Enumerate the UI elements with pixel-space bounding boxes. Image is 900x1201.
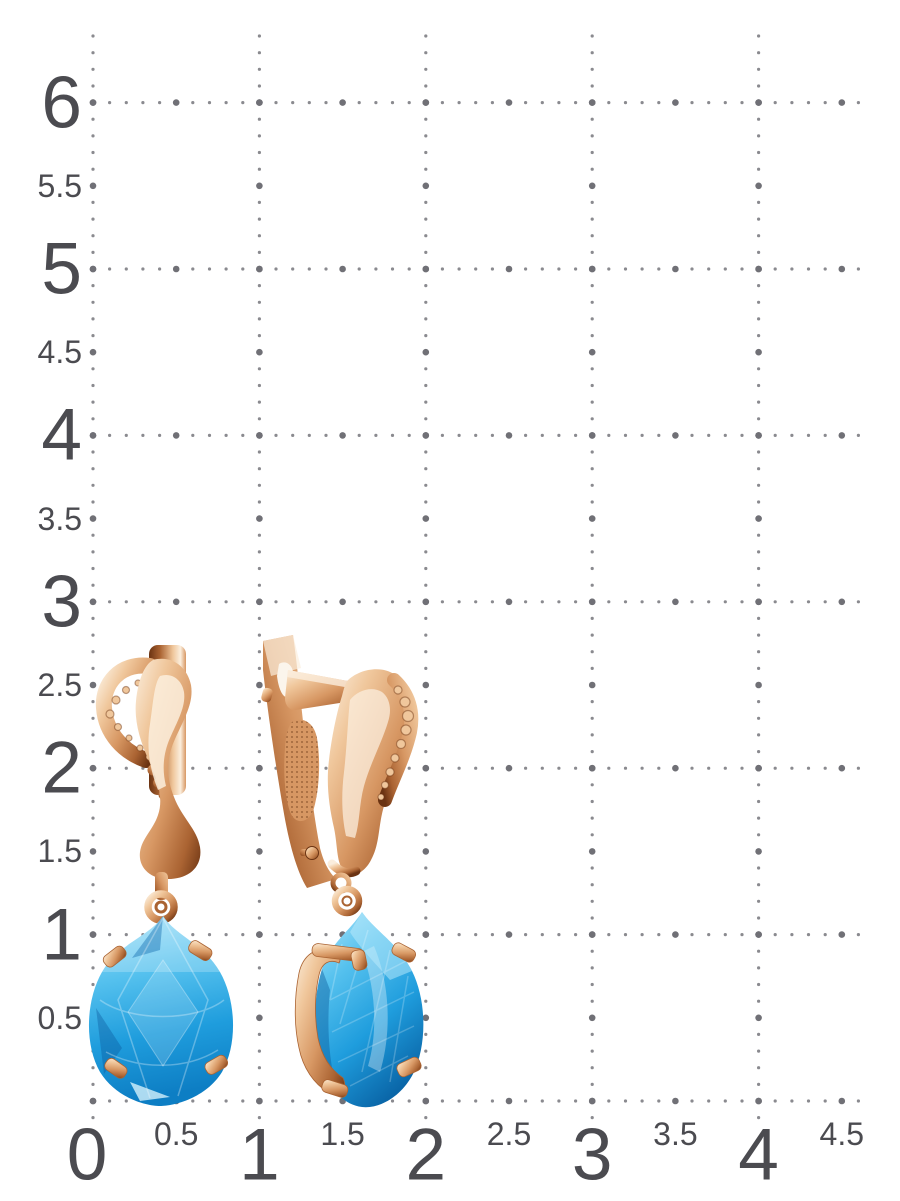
- x-label-1: 1: [239, 1114, 280, 1196]
- left-bead-edge: [147, 764, 171, 810]
- left-earring-clasp: [95, 645, 201, 880]
- right-pin-stem: [300, 849, 312, 856]
- x-label-4-5: 4.5: [819, 1116, 865, 1152]
- right-stone-body: [314, 912, 424, 1108]
- right-basket-foot: [321, 1079, 349, 1098]
- right-inner-panel: [284, 719, 320, 822]
- left-stone-prongs: [102, 940, 229, 1079]
- x-label-3-5: 3.5: [653, 1116, 698, 1152]
- y-label-1-5: 1.5: [37, 833, 82, 870]
- y-label-4: 4: [41, 394, 82, 476]
- y-label-5-5: 5.5: [37, 167, 82, 204]
- right-lever-nub: [261, 687, 273, 703]
- x-label-4: 4: [738, 1114, 779, 1196]
- right-top-bar-highlight: [287, 670, 364, 690]
- right-hammered-texture: [377, 685, 415, 801]
- left-clasp-back-bar: [149, 645, 186, 795]
- left-jump-ring: [144, 890, 178, 924]
- y-label-0-5: 0.5: [37, 999, 82, 1036]
- right-jump-ring-inner: [341, 895, 353, 907]
- left-stone-body: [88, 916, 234, 1106]
- y-label-6: 6: [41, 62, 82, 144]
- left-hammered-texture: [105, 679, 153, 761]
- y-label-4-5: 4.5: [37, 334, 82, 371]
- right-stone-basket: [294, 942, 422, 1098]
- right-inner-stipple: [284, 719, 320, 822]
- right-pin: [305, 846, 319, 860]
- left-earring-stone: [88, 916, 234, 1106]
- left-jump-ring-inner: [154, 900, 168, 914]
- right-basket-band: [294, 948, 346, 1098]
- y-label-2: 2: [41, 727, 82, 809]
- right-prong-arm: [311, 943, 365, 962]
- right-lever-slot: [277, 662, 297, 698]
- x-label-2-5: 2.5: [486, 1116, 532, 1152]
- y-label-1: 1: [41, 894, 82, 976]
- right-jump-ring-small: [330, 872, 352, 894]
- right-earring: [261, 635, 424, 1108]
- right-hook-tail: [327, 859, 361, 878]
- right-prong-claw: [350, 949, 368, 971]
- right-clasp-lever: [263, 635, 336, 888]
- right-prong-lower: [396, 1056, 422, 1078]
- right-prong-upper: [391, 942, 417, 963]
- right-jump-ring-large: [331, 885, 363, 917]
- y-label-2-5: 2.5: [37, 667, 82, 703]
- right-stone-facets: [314, 912, 415, 1093]
- y-label-5: 5: [41, 228, 82, 310]
- x-label-3: 3: [571, 1114, 613, 1196]
- right-front-ribbon: [327, 669, 416, 875]
- right-ribbon-highlight: [342, 689, 390, 838]
- left-wave-highlight: [148, 674, 185, 790]
- left-connector-stem: [155, 872, 168, 900]
- right-earring-stone: [294, 912, 424, 1108]
- right-top-bar: [285, 670, 370, 710]
- x-label-0: 0: [66, 1114, 108, 1196]
- y-label-3: 3: [41, 561, 82, 643]
- left-clasp-notch: [159, 677, 175, 695]
- right-hammered-edge: [378, 673, 419, 807]
- left-earring: [88, 645, 234, 1106]
- left-hammered-crescent: [95, 657, 158, 768]
- left-stone-facets: [96, 916, 225, 1101]
- left-wave-ribbon: [135, 658, 201, 880]
- x-label-2: 2: [405, 1114, 447, 1196]
- x-label-1-5: 1.5: [320, 1116, 365, 1152]
- right-earring-clasp: [261, 635, 419, 888]
- right-lever-top-face: [263, 635, 301, 676]
- y-label-3-5: 3.5: [37, 500, 82, 537]
- x-label-0-5: 0.5: [153, 1116, 199, 1152]
